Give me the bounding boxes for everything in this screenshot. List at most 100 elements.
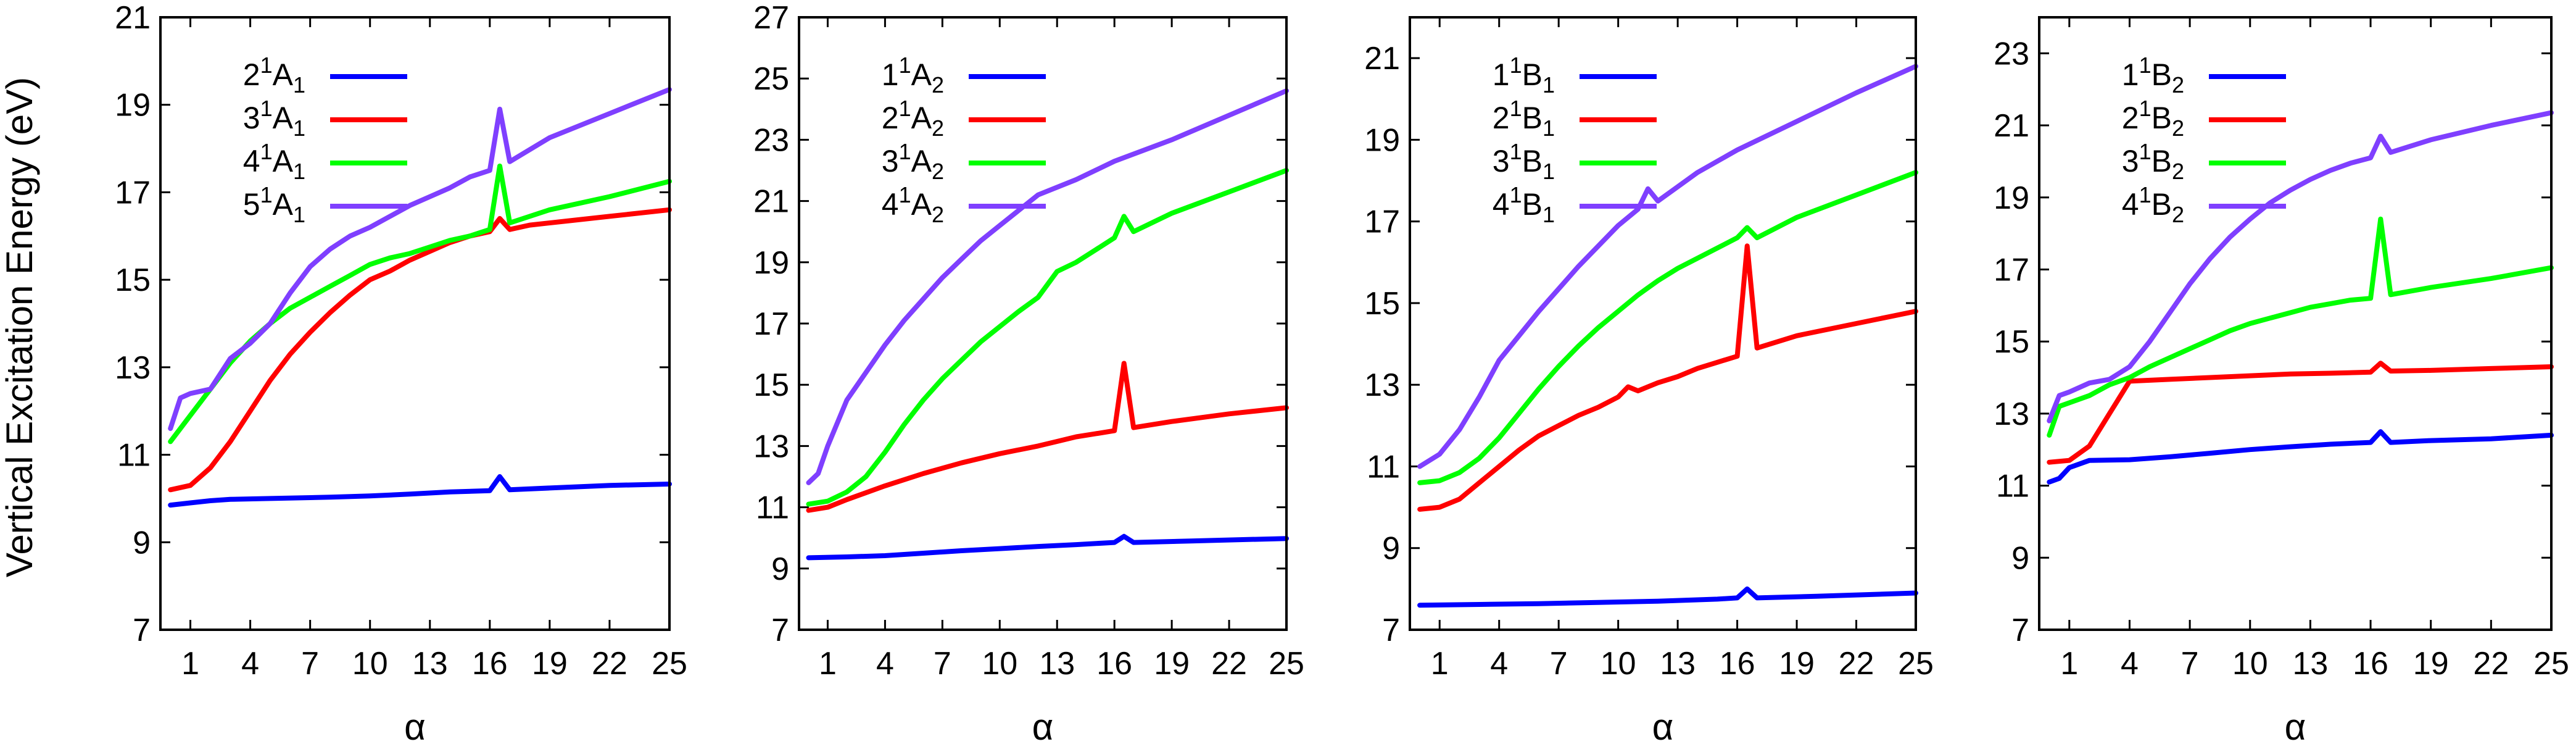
y-tick-label: 7 <box>133 612 151 648</box>
legend-label: 31B1 <box>1493 139 1555 184</box>
series-line-2B2 <box>2047 361 2554 465</box>
x-axis-label: α <box>404 706 426 748</box>
y-tick-label: 23 <box>1994 36 2029 72</box>
x-tick-label: 19 <box>1154 646 1190 682</box>
x-tick-label: 4 <box>2121 646 2139 682</box>
x-tick-label: 10 <box>982 646 1017 682</box>
y-tick-label: 11 <box>117 438 151 474</box>
series-line-1A2 <box>806 533 1289 561</box>
y-tick-label: 21 <box>1364 41 1400 77</box>
x-axis-label: α <box>2285 706 2306 748</box>
x-tick-label: 13 <box>412 646 448 682</box>
x-tick-label: 22 <box>1211 646 1247 682</box>
x-tick-label: 1 <box>819 646 837 682</box>
series-line-4B2 <box>2047 110 2554 424</box>
legend-label: 21A2 <box>882 96 944 141</box>
y-tick-label: 9 <box>1382 531 1400 567</box>
legend-label: 31B2 <box>2122 139 2184 184</box>
y-tick-label: 17 <box>115 175 151 211</box>
y-tick-label: 19 <box>1994 180 2029 216</box>
x-tick-label: 25 <box>2533 646 2569 682</box>
y-tick-label: 11 <box>756 490 789 526</box>
series-line-2B1 <box>1417 243 1918 512</box>
plot-frame <box>2038 16 2553 631</box>
x-tick-label: 7 <box>301 646 319 682</box>
y-tick-label: 13 <box>753 428 789 464</box>
legend-label: 21B1 <box>1493 96 1555 141</box>
y-tick-label: 15 <box>115 262 151 298</box>
x-tick-label: 7 <box>1550 646 1568 682</box>
series-line-5A1 <box>168 86 672 432</box>
x-tick-label: 13 <box>1660 646 1696 682</box>
x-tick-label: 16 <box>2353 646 2388 682</box>
plot-frame <box>798 16 1288 631</box>
x-tick-label: 1 <box>181 646 199 682</box>
legend-label: 31A2 <box>882 139 944 184</box>
x-tick-label: 16 <box>472 646 508 682</box>
x-tick-label: 16 <box>1720 646 1755 682</box>
y-tick-label: 7 <box>1382 612 1400 648</box>
x-tick-label: 13 <box>1039 646 1075 682</box>
y-tick-label: 19 <box>753 245 789 281</box>
y-tick-label: 11 <box>1996 469 2029 504</box>
y-tick-label: 9 <box>133 525 151 561</box>
y-tick-label: 9 <box>771 551 789 587</box>
y-tick-label: 15 <box>1364 286 1400 322</box>
x-tick-label: 7 <box>934 646 951 682</box>
legend-label: 51A1 <box>243 182 305 227</box>
y-tick-label: 17 <box>753 306 789 342</box>
y-tick-label: 13 <box>1994 396 2029 432</box>
y-tick-label: 17 <box>1364 204 1400 240</box>
x-axis-label: α <box>1032 706 1054 748</box>
y-tick-label: 21 <box>115 0 151 36</box>
series-line-2A2 <box>806 361 1289 513</box>
series-line-2A1 <box>168 474 672 508</box>
x-tick-label: 19 <box>1779 646 1815 682</box>
y-tick-label: 23 <box>753 122 789 158</box>
x-tick-label: 13 <box>2292 646 2328 682</box>
series-line-3B1 <box>1417 170 1918 485</box>
y-tick-label: 7 <box>771 612 789 648</box>
x-tick-label: 16 <box>1096 646 1132 682</box>
y-tick-label: 21 <box>753 184 789 220</box>
x-tick-label: 4 <box>876 646 894 682</box>
series-line-3A2 <box>806 168 1289 507</box>
chart-panel-4: 7 9 11 13 15 17 19 21 23 1 4 7 10 13 16 19 22 25 α 11B221B2… <box>1994 16 2569 748</box>
legend-label: 31A1 <box>243 96 305 141</box>
x-tick-label: 7 <box>2181 646 2199 682</box>
x-tick-label: 1 <box>1431 646 1449 682</box>
series-line-4A2 <box>806 88 1289 485</box>
legend-label: 21A1 <box>243 52 305 98</box>
legend-label: 11B2 <box>2122 52 2184 98</box>
x-tick-label: 22 <box>2473 646 2509 682</box>
legend-label: 41B1 <box>1493 182 1555 227</box>
x-tick-label: 25 <box>1269 646 1304 682</box>
y-tick-label: 13 <box>1364 367 1400 403</box>
x-tick-label: 25 <box>1898 646 1934 682</box>
plot-frame <box>1409 16 1917 631</box>
y-tick-label: 27 <box>753 0 789 36</box>
series-line-3B2 <box>2047 216 2554 438</box>
legend-label: 11A2 <box>882 52 944 98</box>
plot-frame <box>159 16 671 631</box>
y-tick-label: 13 <box>115 350 151 386</box>
x-tick-label: 19 <box>2413 646 2449 682</box>
legend-label: 41A2 <box>882 182 944 227</box>
x-tick-label: 22 <box>1839 646 1874 682</box>
x-tick-label: 25 <box>652 646 687 682</box>
series-line-3A1 <box>168 207 672 493</box>
legend-label: 41B2 <box>2122 182 2184 227</box>
y-tick-label: 17 <box>1994 252 2029 288</box>
x-tick-label: 10 <box>2232 646 2268 682</box>
y-tick-label: 19 <box>1364 122 1400 158</box>
series-line-1B2 <box>2047 429 2554 485</box>
x-tick-label: 4 <box>1490 646 1508 682</box>
x-tick-label: 19 <box>532 646 568 682</box>
legend-label: 21B2 <box>2122 96 2184 141</box>
legend-label: 11B1 <box>1493 52 1555 98</box>
x-axis-label: α <box>1652 706 1674 748</box>
x-tick-label: 1 <box>2060 646 2078 682</box>
